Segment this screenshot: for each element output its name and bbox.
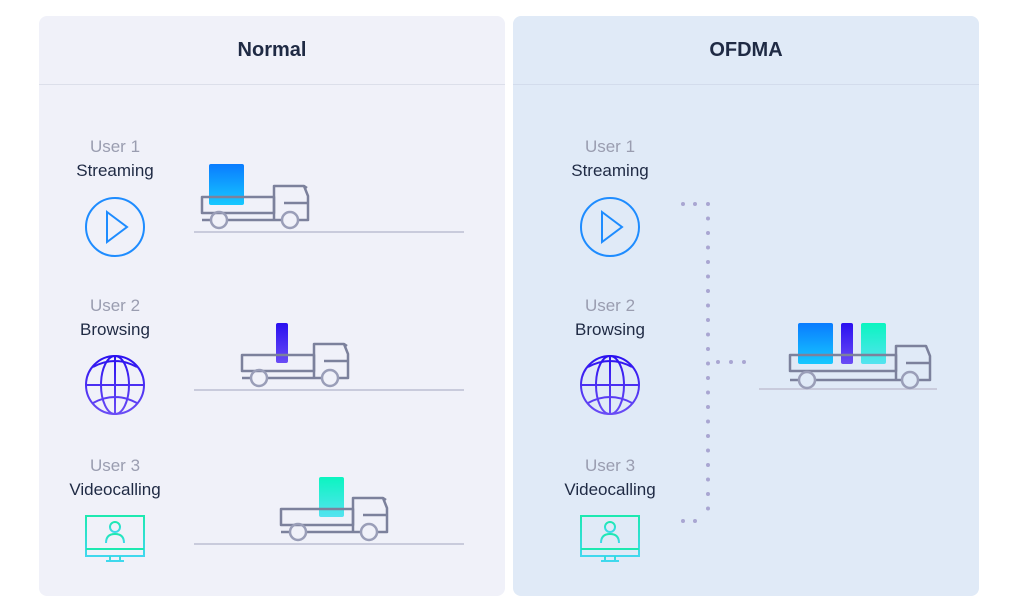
user-activity: Streaming: [76, 161, 154, 180]
monitor-user-icon: [580, 515, 640, 562]
user-name: User 1: [89, 137, 141, 156]
play-icon: [580, 197, 640, 257]
user-label: User 2 Browsing: [530, 295, 690, 341]
user-activity: Videocalling: [69, 480, 161, 499]
user-activity: Streaming: [571, 161, 649, 180]
videocalling-packet: [319, 477, 344, 517]
user-name: User 3: [89, 456, 141, 475]
browsing-packet: [276, 323, 288, 363]
user-activity: Browsing: [80, 320, 150, 339]
browsing-packet: [841, 323, 853, 364]
user-name: User 2: [584, 296, 636, 315]
streaming-packet: [798, 323, 833, 364]
truck-icon: [240, 342, 350, 388]
user-activity: Browsing: [575, 320, 645, 339]
ofdma-panel: OFDMA: [513, 16, 979, 596]
user-name: User 1: [584, 137, 636, 156]
play-icon: [85, 197, 145, 257]
user-label: User 3 Videocalling: [530, 455, 690, 501]
globe-icon: [580, 355, 640, 415]
truck-icon: [788, 344, 932, 390]
streaming-packet: [209, 164, 244, 205]
videocalling-packet: [861, 323, 886, 364]
user-label: User 3 Videocalling: [35, 455, 195, 501]
user-label: User 2 Browsing: [35, 295, 195, 341]
normal-panel: Normal: [39, 16, 505, 596]
globe-icon: [85, 355, 145, 415]
user-label: User 1 Streaming: [530, 136, 690, 182]
user-label: User 1 Streaming: [35, 136, 195, 182]
user-name: User 3: [584, 456, 636, 475]
user-activity: Videocalling: [564, 480, 656, 499]
user-name: User 2: [89, 296, 141, 315]
panel-title: Normal: [39, 16, 505, 85]
dotted-connector: [681, 202, 748, 524]
monitor-user-icon: [85, 515, 145, 562]
panel-title: OFDMA: [513, 16, 979, 85]
